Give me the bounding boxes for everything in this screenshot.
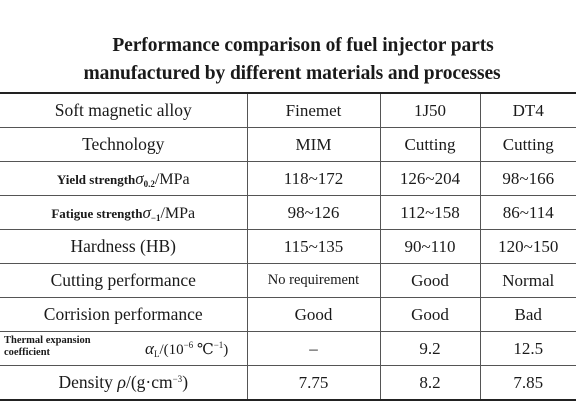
table-title-line1: Performance comparison of fuel injector … (112, 35, 494, 56)
row-label: Thermal expansion coefficient αL/(10−6 ℃… (0, 331, 248, 366)
density-unit-prefix: /(g·cm (125, 372, 173, 392)
cell-1j50: 9.2 (379, 331, 481, 366)
thermal-unit-exp2: −1 (213, 340, 224, 350)
cell-dt4: 86~114 (479, 195, 576, 230)
cell-1j50: Good (379, 297, 481, 332)
row-label-text: Fatigue strength (51, 205, 143, 221)
cell-1j50: Cutting (379, 127, 481, 162)
row-label-text: Density (58, 372, 113, 392)
row-label: Cutting performance (0, 263, 248, 298)
row-label-text: Yield strength (56, 171, 136, 187)
cell-1j50: Good (379, 263, 481, 298)
cell-1j50: 8.2 (379, 365, 481, 401)
row-label: Fatigue strengthσ−1/MPa (0, 195, 248, 230)
header-col-finemet: Finemet (246, 92, 381, 128)
fatigue-subscript: −1 (150, 212, 161, 223)
cell-dt4: Normal (479, 263, 576, 298)
thermal-symbol: α (145, 339, 154, 358)
cell-finemet: MIM (246, 127, 381, 162)
thermal-formula: αL/(10−6 ℃−1) (145, 339, 228, 359)
header-col-dt4: DT4 (479, 92, 576, 128)
thermal-subscript: L (153, 349, 160, 359)
density-unit-exp: −3 (172, 374, 183, 384)
row-label: Technology (0, 127, 248, 162)
cell-1j50: 126~204 (379, 161, 481, 196)
cell-finemet: – (246, 331, 381, 366)
cell-1j50: 90~110 (379, 229, 481, 264)
cell-dt4: 98~166 (479, 161, 576, 196)
table-row-fatigue-strength: Fatigue strengthσ−1/MPa 98~126 112~158 8… (0, 195, 576, 230)
cell-finemet: No requirement (246, 263, 381, 298)
yield-subscript: 0.2 (143, 178, 155, 189)
header-col-1j50: 1J50 (379, 92, 481, 128)
table-row-yield-strength: Yield strengthσ0.2/MPa 118~172 126~204 9… (0, 161, 576, 196)
thermal-unit-prefix: /(10 (159, 342, 184, 358)
row-label: Yield strengthσ0.2/MPa (0, 161, 248, 196)
yield-symbol: σ (135, 168, 144, 188)
cell-finemet: Good (246, 297, 381, 332)
cell-finemet: 115~135 (246, 229, 381, 264)
cell-dt4: Cutting (479, 127, 576, 162)
row-label: Corrision performance (0, 297, 248, 332)
table-header-row: Soft magnetic alloy Finemet 1J50 DT4 (0, 92, 576, 128)
cell-1j50: 112~158 (379, 195, 481, 230)
table-row-cutting-performance: Cutting performance No requirement Good … (0, 263, 576, 298)
row-label-line1: Thermal expansion (4, 335, 91, 346)
yield-unit: /MPa (154, 170, 190, 188)
thermal-unit-exp: −6 (183, 340, 194, 350)
table-row-density: Density ρ/(g·cm−3) 7.75 8.2 7.85 (0, 365, 576, 401)
fatigue-unit: /MPa (160, 204, 196, 222)
density-unit-suffix: ) (182, 372, 189, 392)
header-label: Soft magnetic alloy (0, 92, 248, 128)
thermal-unit-suffix: ) (223, 342, 229, 358)
cell-finemet: 7.75 (246, 365, 381, 401)
cell-dt4: 7.85 (479, 365, 576, 401)
cell-dt4: 12.5 (479, 331, 576, 366)
cell-dt4: 120~150 (479, 229, 576, 264)
table-title-line2: manufactured by different materials and … (83, 63, 501, 84)
fatigue-symbol: σ (142, 202, 151, 222)
row-label: Hardness (HB) (0, 229, 248, 264)
table-row-corrosion-performance: Corrision performance Good Good Bad (0, 297, 576, 332)
comparison-table: Soft magnetic alloy Finemet 1J50 DT4 Tec… (0, 92, 576, 401)
row-label-line2: coefficient (4, 347, 51, 358)
density-symbol: ρ (117, 372, 126, 392)
cell-finemet: 98~126 (246, 195, 381, 230)
cell-finemet: 118~172 (246, 161, 381, 196)
table-row-hardness: Hardness (HB) 115~135 90~110 120~150 (0, 229, 576, 264)
cell-dt4: Bad (479, 297, 576, 332)
table-row-technology: Technology MIM Cutting Cutting (0, 127, 576, 162)
thermal-unit-mid: ℃ (193, 342, 214, 358)
table-row-thermal-expansion: Thermal expansion coefficient αL/(10−6 ℃… (0, 331, 576, 366)
row-label: Density ρ/(g·cm−3) (0, 365, 248, 401)
